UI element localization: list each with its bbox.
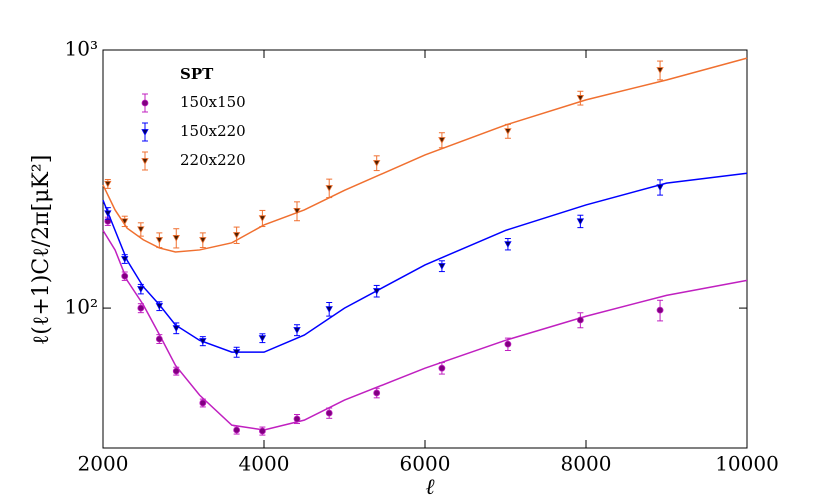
- marker: [233, 426, 241, 434]
- marker: [576, 218, 585, 226]
- marker: [504, 128, 512, 135]
- marker: [155, 335, 163, 343]
- marker: [104, 180, 112, 188]
- marker: [293, 207, 301, 215]
- marker: [438, 263, 446, 270]
- y-tick-label: 10²: [65, 295, 98, 319]
- marker: [104, 210, 112, 218]
- marker: [504, 340, 512, 348]
- x-tick-label: 4000: [239, 452, 290, 476]
- marker: [325, 409, 333, 417]
- marker: [121, 272, 129, 280]
- legend-marker: [141, 129, 149, 136]
- marker: [576, 316, 584, 324]
- legend-title: SPT: [180, 65, 214, 83]
- marker: [258, 427, 266, 435]
- marker: [258, 215, 267, 223]
- y-tick-label: 10³: [65, 37, 98, 61]
- marker: [137, 304, 145, 312]
- x-tick-label: 2000: [78, 452, 129, 476]
- marker: [325, 306, 333, 313]
- marker: [137, 286, 145, 293]
- legend-label: 220x220: [180, 151, 246, 169]
- marker: [199, 338, 207, 345]
- x-tick-label: 6000: [400, 452, 451, 476]
- marker: [172, 235, 180, 242]
- marker: [438, 137, 446, 144]
- model-line: [102, 172, 748, 353]
- legend-label: 150x150: [180, 93, 246, 111]
- marker: [155, 303, 164, 310]
- marker: [121, 256, 129, 263]
- marker: [293, 327, 301, 334]
- legend-label: 150x220: [180, 122, 246, 140]
- marker: [121, 218, 129, 226]
- marker: [656, 184, 664, 192]
- marker: [325, 185, 333, 192]
- marker: [137, 226, 145, 234]
- y-axis-label: ℓ(ℓ+1)Cℓ/2π[μK²]: [29, 155, 54, 346]
- x-axis-label: ℓ: [425, 475, 435, 498]
- marker: [258, 335, 267, 342]
- legend-marker: [141, 99, 149, 107]
- marker: [656, 306, 664, 314]
- marker: [155, 237, 164, 244]
- model-line: [102, 230, 748, 431]
- marker: [576, 95, 585, 102]
- marker: [504, 241, 512, 248]
- marker: [232, 349, 241, 356]
- marker: [199, 237, 207, 244]
- x-tick-label: 8000: [561, 452, 612, 476]
- x-tick-label: 10000: [715, 452, 779, 476]
- marker: [232, 232, 241, 239]
- marker: [373, 389, 381, 397]
- legend-marker: [141, 158, 149, 165]
- model-line: [102, 57, 748, 253]
- marker: [373, 288, 381, 295]
- marker: [293, 415, 301, 423]
- marker: [172, 325, 180, 332]
- marker: [172, 367, 180, 375]
- marker: [199, 399, 207, 407]
- marker: [656, 67, 664, 74]
- marker: [373, 160, 381, 167]
- marker: [438, 364, 446, 372]
